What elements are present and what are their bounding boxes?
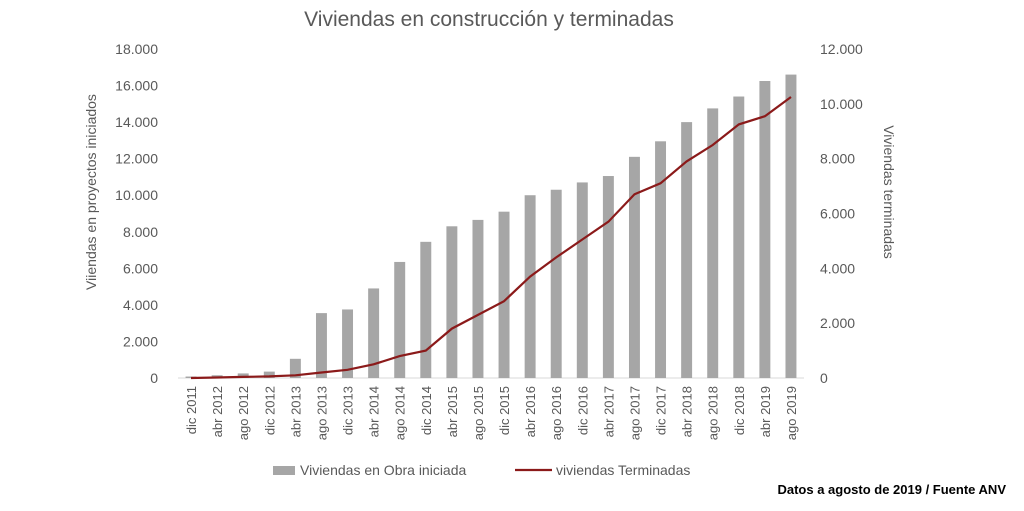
x-tick-label: ago 2012: [236, 386, 251, 440]
left-tick-label: 2.000: [123, 333, 158, 349]
chart-title: Viviendas en construcción y terminadas: [304, 8, 674, 31]
left-tick-label: 12.000: [115, 151, 158, 167]
bar: [785, 74, 797, 378]
line-series-viviendas-terminadas: [190, 96, 792, 380]
x-tick-label: dic 2013: [341, 386, 356, 435]
x-tick-label: ago 2018: [706, 386, 721, 440]
bar: [707, 108, 719, 379]
right-axis-label: Viviendas terminadas: [881, 125, 897, 259]
x-tick-label: ago 2019: [784, 386, 799, 440]
x-tick-label: ago 2015: [471, 386, 486, 440]
bar: [368, 288, 380, 378]
x-tick-label: dic 2012: [262, 386, 277, 435]
left-tick-label: 16.000: [115, 78, 158, 94]
x-tick-label: dic 2011: [184, 386, 199, 434]
x-tick-label: ago 2017: [628, 386, 643, 440]
bar: [342, 309, 354, 378]
right-tick-label: 4.000: [820, 260, 855, 276]
left-tick-label: 14.000: [115, 114, 158, 130]
x-tick-label: ago 2014: [393, 386, 408, 440]
x-tick-label: dic 2018: [732, 386, 747, 435]
right-tick-label: 6.000: [820, 206, 855, 222]
source-note: Datos a agosto de 2019 / Fuente ANV: [777, 482, 1006, 497]
x-tick-label: abr 2017: [601, 386, 616, 437]
right-tick-label: 2.000: [820, 315, 855, 331]
bar: [420, 241, 432, 378]
right-axis-tick-labels: 0 2.000 4.000 6.000 8.000 10.000 12.000: [820, 41, 863, 386]
bar: [524, 195, 536, 378]
x-tick-label: ago 2013: [315, 386, 330, 440]
right-tick-label: 10.000: [820, 96, 863, 112]
x-tick-label: abr 2016: [523, 386, 538, 437]
left-axis-tick-labels: 0 2.000 4.000 6.000 8.000 10.000 12.000 14.000 1…: [115, 41, 158, 386]
right-tick-label: 8.000: [820, 151, 855, 167]
left-axis-label: Viiendas en proyectos iniciados: [83, 94, 99, 290]
bar: [628, 156, 640, 378]
left-tick-label: 4.000: [123, 297, 158, 313]
bar: [315, 313, 327, 378]
x-tick-label: abr 2015: [445, 386, 460, 437]
x-tick-label: ago 2016: [549, 386, 564, 440]
x-tick-label: abr 2019: [758, 386, 773, 437]
left-tick-label: 6.000: [123, 260, 158, 276]
bar: [655, 141, 667, 378]
x-tick-label: dic 2016: [575, 386, 590, 435]
bar-series: [185, 74, 797, 379]
x-tick-label: abr 2018: [680, 386, 695, 437]
bar: [498, 211, 510, 378]
legend-label-line: viviendas Terminadas: [556, 462, 690, 478]
bar: [446, 226, 458, 378]
legend: Viviendas en Obra iniciada viviendas Ter…: [273, 462, 690, 478]
bar: [550, 189, 562, 378]
bar: [602, 176, 614, 378]
right-tick-label: 0: [820, 370, 828, 386]
x-tick-label: dic 2014: [419, 386, 434, 435]
x-tick-label: abr 2013: [288, 386, 303, 437]
bar: [576, 182, 588, 378]
bar: [263, 371, 275, 378]
right-tick-label: 12.000: [820, 41, 863, 57]
x-tick-label: dic 2015: [497, 386, 512, 435]
bar: [394, 261, 406, 378]
bar: [237, 373, 249, 378]
bar: [472, 219, 484, 378]
legend-swatch-bars: [273, 466, 295, 475]
left-tick-label: 18.000: [115, 41, 158, 57]
x-tick-label: abr 2012: [210, 386, 225, 437]
bar: [289, 358, 301, 378]
left-tick-label: 8.000: [123, 224, 158, 240]
bar: [759, 80, 771, 378]
legend-label-bars: Viviendas en Obra iniciada: [300, 462, 467, 478]
x-tick-label: dic 2017: [654, 386, 669, 435]
left-tick-label: 0: [150, 370, 158, 386]
bar: [733, 96, 745, 379]
x-axis-tick-labels: dic 2011 abr 2012 ago 2012 dic 2012 abr 2013…: [184, 386, 799, 440]
x-tick-label: abr 2014: [367, 386, 382, 437]
left-tick-label: 10.000: [115, 187, 158, 203]
bar: [681, 122, 693, 378]
